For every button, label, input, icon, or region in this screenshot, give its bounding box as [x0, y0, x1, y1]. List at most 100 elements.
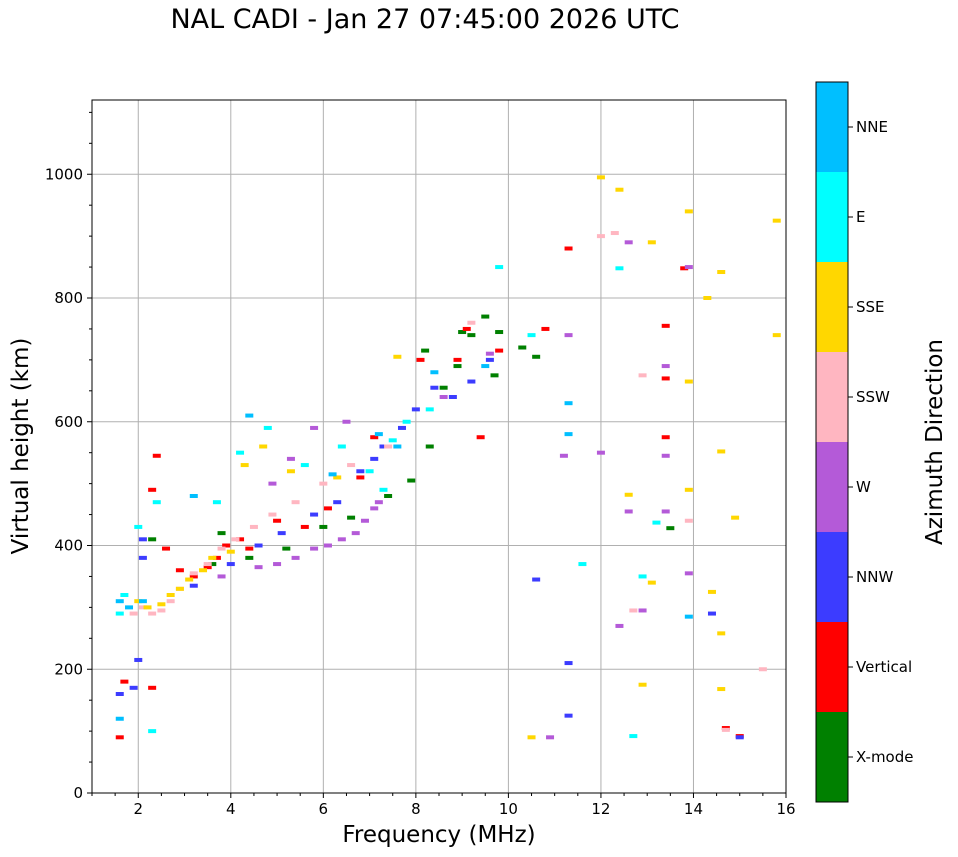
point-x-mode — [347, 515, 356, 520]
point-x-mode — [453, 364, 462, 369]
point-nne — [138, 599, 147, 604]
x-tick-label: 16 — [776, 800, 795, 818]
x-tick-label: 10 — [499, 800, 518, 818]
point-x-mode — [282, 546, 291, 551]
point-e — [148, 729, 157, 734]
point-sse — [596, 175, 605, 180]
colorbar-label-nne: NNE — [856, 118, 888, 136]
point-nnw — [564, 661, 573, 666]
point-w — [323, 543, 332, 548]
point-nnw — [189, 583, 198, 588]
point-vertical — [203, 565, 212, 570]
point-nnw — [532, 577, 541, 582]
x-tick-label: 12 — [591, 800, 610, 818]
point-x-mode — [319, 524, 328, 529]
point-x-mode — [532, 354, 541, 359]
x-tick-label: 6 — [319, 800, 329, 818]
y-tick-label: 800 — [54, 289, 83, 307]
point-vertical — [541, 326, 550, 331]
point-nnw — [226, 562, 235, 567]
point-nne — [684, 614, 693, 619]
colorbar-swatch — [816, 622, 848, 712]
point-e — [578, 562, 587, 567]
x-tick-label: 4 — [226, 800, 236, 818]
point-vertical — [175, 568, 184, 573]
point-w — [661, 453, 670, 458]
point-ssw — [758, 667, 767, 672]
point-sse — [199, 568, 208, 573]
point-w — [684, 571, 693, 576]
point-x-mode — [245, 555, 254, 560]
point-nnw — [115, 692, 124, 696]
point-ssw — [467, 320, 476, 325]
point-e — [300, 463, 309, 468]
point-sse — [615, 187, 624, 192]
point-nne — [125, 605, 134, 610]
point-vertical — [323, 506, 332, 511]
point-vertical — [356, 475, 365, 480]
point-e — [263, 425, 272, 430]
point-nnw — [485, 357, 494, 362]
point-sse — [703, 296, 712, 300]
point-nnw — [310, 512, 319, 517]
point-e — [236, 450, 245, 455]
point-x-mode — [384, 494, 393, 498]
colorbar-swatch — [816, 262, 848, 352]
point-w — [337, 537, 346, 542]
point-w — [546, 735, 555, 740]
point-nnw — [356, 469, 365, 474]
point-sse — [134, 599, 143, 604]
point-x-mode — [458, 330, 467, 335]
point-x-mode — [467, 333, 476, 338]
colorbar-swatch — [816, 442, 848, 532]
point-e — [638, 574, 647, 579]
point-sse — [166, 593, 175, 597]
point-w — [624, 240, 633, 245]
point-w — [310, 425, 319, 430]
point-ssw — [203, 562, 212, 567]
point-w — [596, 450, 605, 455]
point-ssw — [231, 537, 240, 542]
point-ssw — [384, 444, 393, 449]
y-tick-label: 600 — [54, 413, 83, 431]
point-sse — [185, 577, 194, 582]
point-sse — [647, 240, 656, 245]
point-w — [360, 518, 369, 523]
point-nne — [374, 432, 383, 437]
point-ssw — [638, 373, 647, 378]
point-e — [425, 407, 434, 412]
point-ssw — [129, 611, 138, 616]
point-sse — [286, 469, 295, 474]
point-vertical — [148, 685, 157, 690]
point-vertical — [212, 555, 221, 560]
point-nne — [245, 413, 254, 418]
colorbar-label-ssw: SSW — [856, 388, 890, 406]
point-vertical — [115, 735, 124, 740]
point-e — [388, 438, 397, 443]
point-ssw — [684, 518, 693, 523]
point-nnw — [467, 379, 476, 384]
point-vertical — [453, 357, 462, 362]
point-vertical — [495, 348, 504, 353]
colorbar-label-sse: SSE — [856, 298, 885, 316]
point-nnw — [129, 685, 138, 690]
point-w — [268, 481, 277, 486]
point-sse — [731, 515, 740, 520]
colorbar-label-w: W — [856, 478, 871, 496]
point-sse — [393, 354, 402, 359]
point-sse — [684, 209, 693, 214]
point-ssw — [291, 500, 300, 505]
x-tick-label: 8 — [411, 800, 421, 818]
point-ssw — [596, 234, 605, 239]
y-tick-label: 0 — [73, 784, 83, 802]
point-vertical — [680, 266, 689, 271]
point-ssw — [157, 608, 166, 613]
grid-lines — [92, 100, 787, 794]
point-nnw — [735, 735, 744, 740]
point-vertical — [120, 679, 129, 684]
point-w — [559, 453, 568, 458]
x-tick-label: 14 — [684, 800, 703, 818]
point-e — [212, 500, 221, 505]
point-e — [402, 419, 411, 424]
point-w — [624, 509, 633, 514]
